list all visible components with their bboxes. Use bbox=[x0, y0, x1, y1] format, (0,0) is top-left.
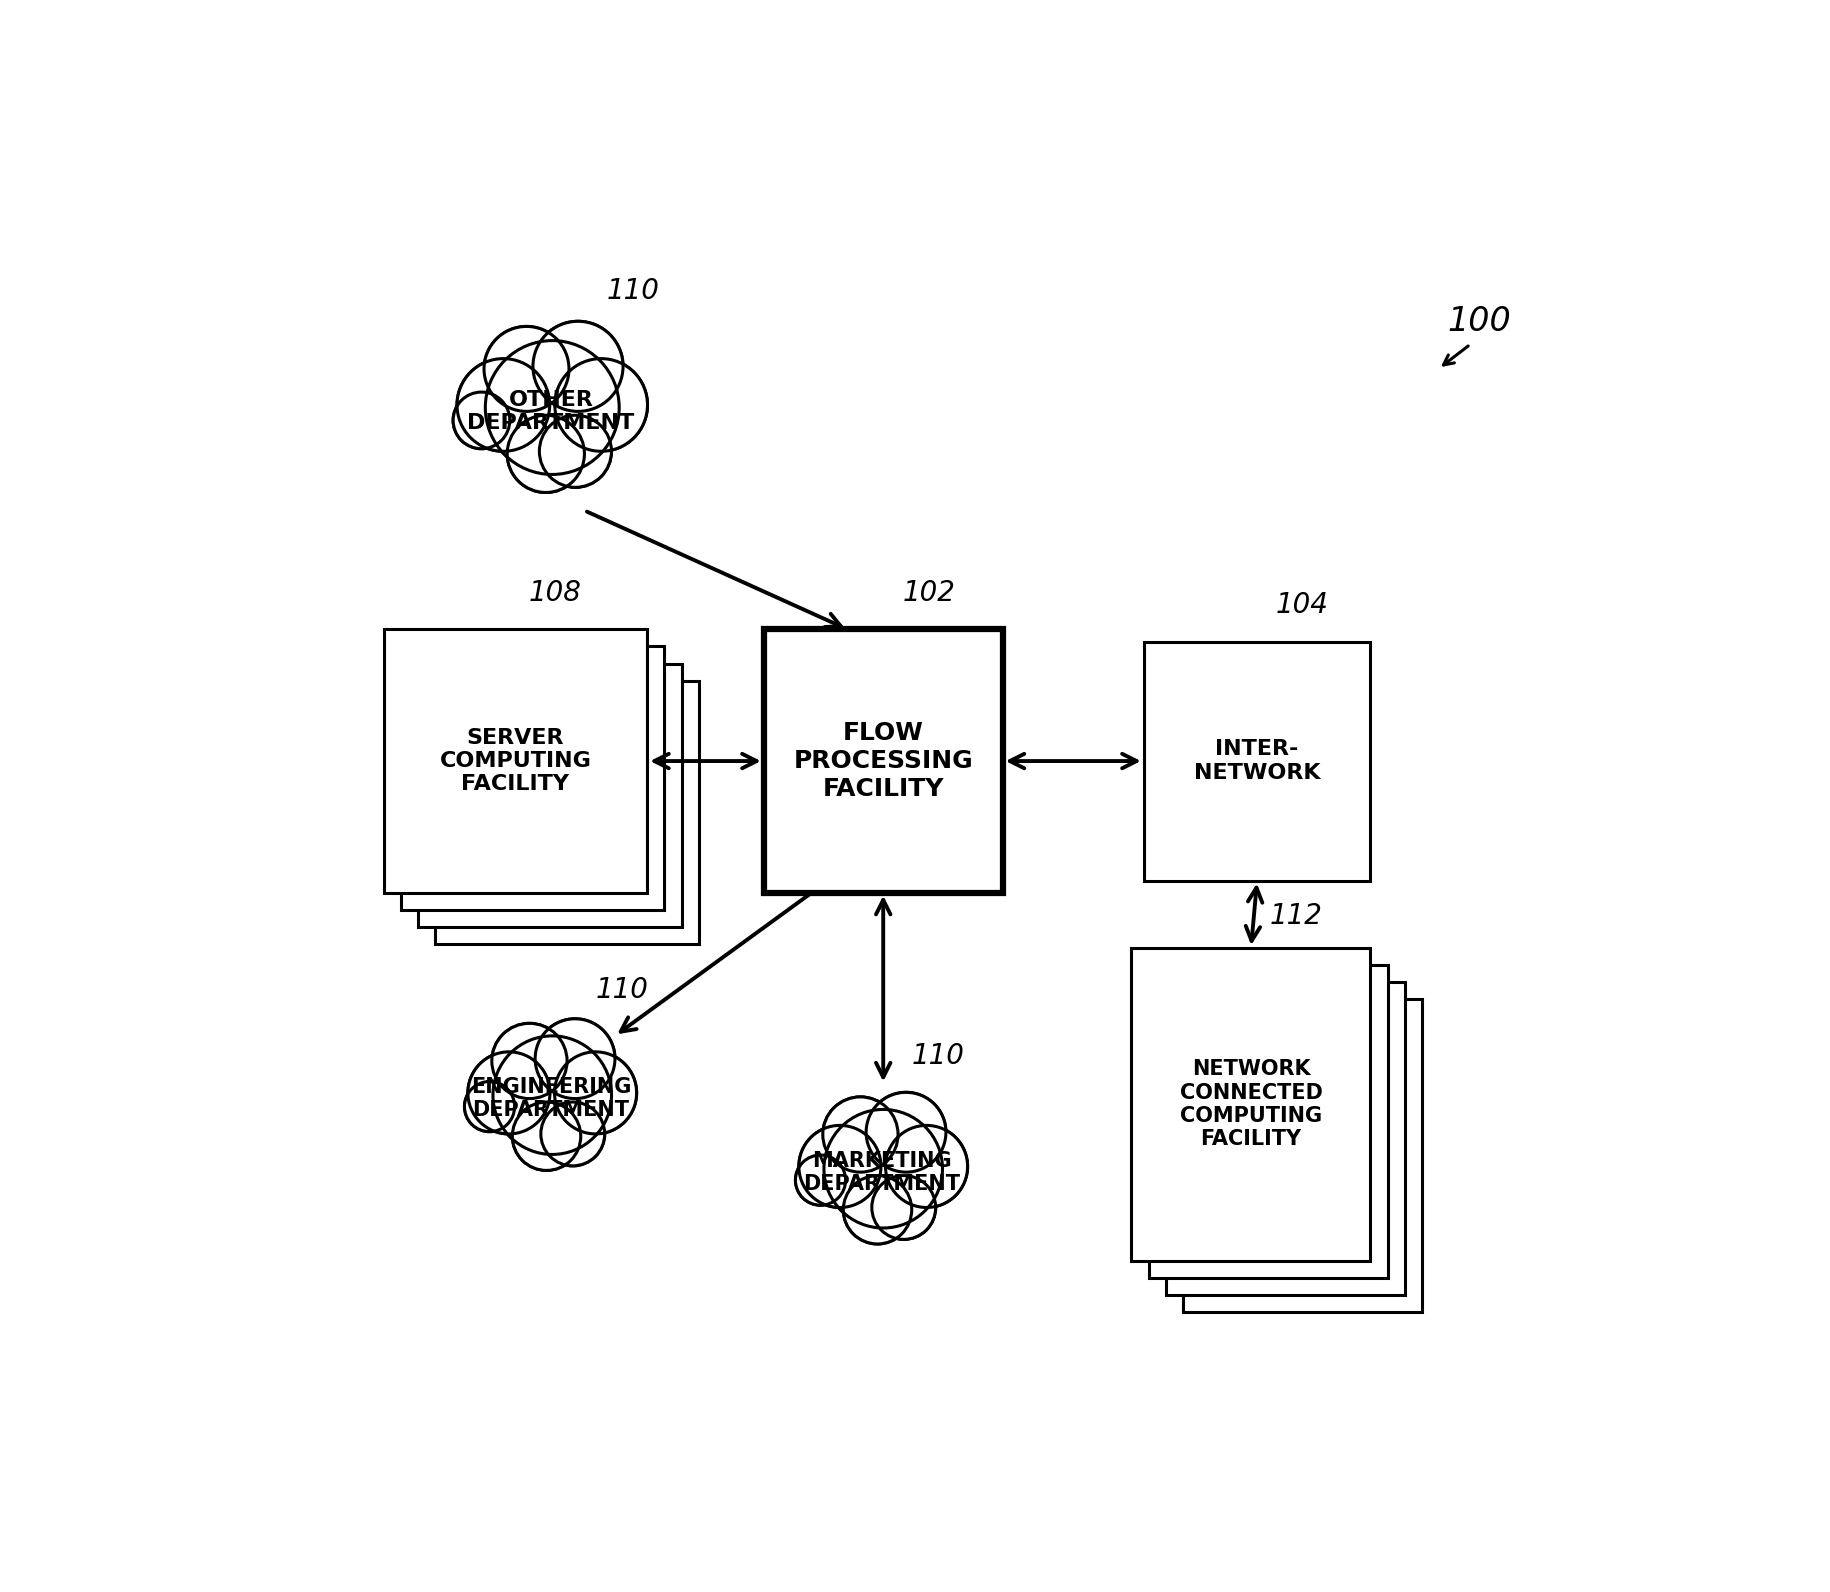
Circle shape bbox=[540, 1102, 604, 1165]
Text: 110: 110 bbox=[911, 1041, 964, 1070]
Text: INTER-
NETWORK: INTER- NETWORK bbox=[1193, 739, 1319, 783]
Circle shape bbox=[844, 1175, 911, 1243]
Circle shape bbox=[492, 1036, 611, 1154]
Circle shape bbox=[454, 393, 509, 447]
Circle shape bbox=[452, 392, 509, 449]
Circle shape bbox=[824, 1098, 897, 1172]
Text: FLOW
PROCESSING
FACILITY: FLOW PROCESSING FACILITY bbox=[792, 721, 972, 801]
Circle shape bbox=[867, 1094, 944, 1172]
Circle shape bbox=[873, 1176, 933, 1239]
Polygon shape bbox=[384, 629, 646, 893]
Circle shape bbox=[844, 1176, 910, 1243]
Text: 112: 112 bbox=[1270, 901, 1323, 930]
Circle shape bbox=[512, 1103, 580, 1170]
Polygon shape bbox=[401, 646, 664, 911]
Circle shape bbox=[534, 1019, 615, 1098]
Circle shape bbox=[556, 360, 646, 451]
Text: MARKETING
DEPARTMENT: MARKETING DEPARTMENT bbox=[803, 1151, 961, 1194]
Circle shape bbox=[866, 1092, 946, 1172]
Circle shape bbox=[798, 1126, 880, 1207]
Polygon shape bbox=[1182, 1000, 1422, 1312]
Circle shape bbox=[824, 1110, 942, 1227]
Circle shape bbox=[494, 1036, 609, 1154]
Polygon shape bbox=[436, 681, 699, 944]
Circle shape bbox=[886, 1126, 966, 1207]
Circle shape bbox=[487, 342, 619, 473]
Circle shape bbox=[542, 1103, 604, 1165]
Circle shape bbox=[492, 1024, 565, 1097]
Circle shape bbox=[485, 328, 567, 411]
Circle shape bbox=[794, 1156, 845, 1205]
Circle shape bbox=[465, 1081, 514, 1132]
Text: NETWORK
CONNECTED
COMPUTING
FACILITY: NETWORK CONNECTED COMPUTING FACILITY bbox=[1179, 1060, 1321, 1149]
Circle shape bbox=[540, 416, 611, 487]
Text: 102: 102 bbox=[902, 579, 955, 607]
Polygon shape bbox=[417, 664, 681, 927]
Text: 110: 110 bbox=[595, 976, 648, 1005]
Circle shape bbox=[458, 360, 549, 451]
Circle shape bbox=[825, 1110, 941, 1227]
Circle shape bbox=[458, 358, 549, 451]
Circle shape bbox=[540, 416, 609, 487]
Circle shape bbox=[485, 341, 619, 474]
Circle shape bbox=[554, 358, 648, 451]
Polygon shape bbox=[1147, 965, 1387, 1278]
Circle shape bbox=[536, 1020, 613, 1097]
Circle shape bbox=[512, 1102, 580, 1170]
Polygon shape bbox=[763, 629, 1003, 893]
Circle shape bbox=[468, 1052, 549, 1134]
Circle shape bbox=[507, 416, 584, 492]
Circle shape bbox=[554, 1052, 637, 1134]
Polygon shape bbox=[1144, 642, 1369, 880]
Circle shape bbox=[533, 322, 622, 411]
Circle shape bbox=[554, 1052, 635, 1134]
Text: ENGINEERING
DEPARTMENT: ENGINEERING DEPARTMENT bbox=[470, 1078, 631, 1121]
Circle shape bbox=[468, 1052, 549, 1134]
Circle shape bbox=[822, 1097, 897, 1172]
Circle shape bbox=[800, 1127, 880, 1207]
Circle shape bbox=[534, 322, 622, 411]
Text: 110: 110 bbox=[606, 277, 659, 304]
Polygon shape bbox=[1131, 947, 1369, 1261]
Text: 100: 100 bbox=[1446, 306, 1510, 338]
Circle shape bbox=[483, 326, 569, 411]
Text: 104: 104 bbox=[1274, 592, 1327, 619]
Circle shape bbox=[492, 1024, 567, 1098]
Text: SERVER
COMPUTING
FACILITY: SERVER COMPUTING FACILITY bbox=[439, 728, 591, 794]
Circle shape bbox=[509, 416, 584, 492]
Circle shape bbox=[465, 1083, 514, 1130]
Circle shape bbox=[886, 1127, 966, 1207]
Circle shape bbox=[871, 1175, 935, 1240]
Text: OTHER
DEPARTMENT: OTHER DEPARTMENT bbox=[467, 390, 635, 433]
Polygon shape bbox=[1166, 982, 1404, 1294]
Circle shape bbox=[796, 1156, 844, 1204]
Text: 108: 108 bbox=[529, 579, 582, 607]
